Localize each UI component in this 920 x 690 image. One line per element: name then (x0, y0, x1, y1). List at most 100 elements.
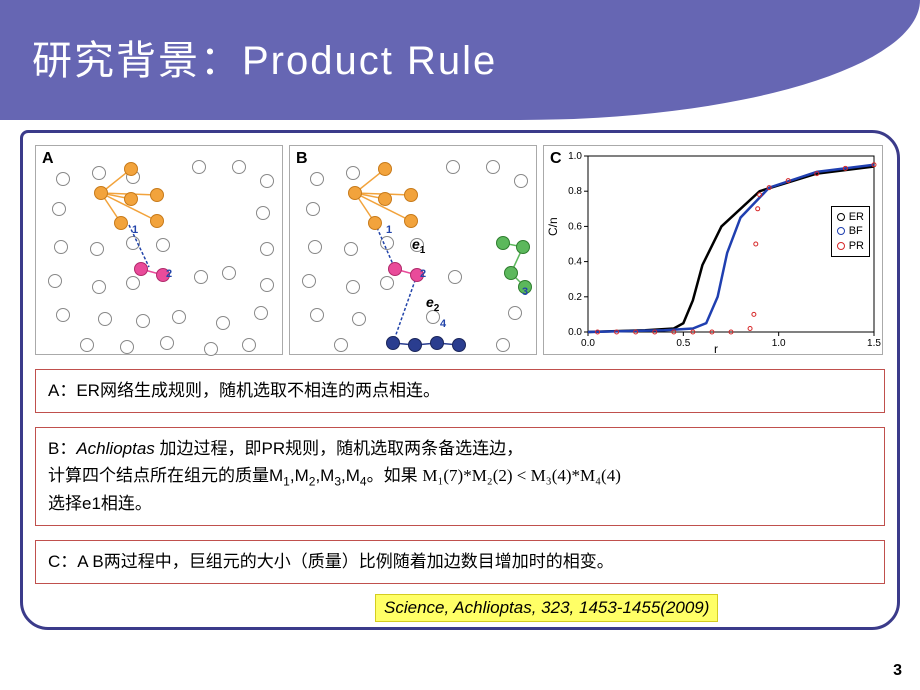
network-node (98, 312, 112, 326)
network-node (504, 266, 518, 280)
network-node (404, 214, 418, 228)
network-node (448, 270, 462, 284)
network-node (260, 278, 274, 292)
description-c: C：A B两过程中，巨组元的大小（质量）比例随着加边数目增加时的相变。 (35, 540, 885, 584)
slide-header: 研究背景：Product Rule (0, 0, 920, 120)
panel-b-label: B (296, 150, 308, 168)
network-node (260, 242, 274, 256)
network-node (352, 312, 366, 326)
x-axis-label: r (714, 342, 718, 356)
network-node (54, 240, 68, 254)
node-label: 2 (166, 268, 172, 280)
description-c-text: C：A B两过程中，巨组元的大小（质量）比例随着加边数目增加时的相变。 (48, 552, 614, 571)
legend-item: ER (837, 210, 864, 224)
network-node (346, 280, 360, 294)
network-node (80, 338, 94, 352)
network-node (404, 188, 418, 202)
network-node (380, 276, 394, 290)
svg-text:0.5: 0.5 (676, 338, 690, 349)
desc-b-line1: B：Achlioptas 加边过程，即PR规则，随机选取两条备选连边， (48, 439, 523, 458)
network-node (126, 276, 140, 290)
svg-text:1.5: 1.5 (867, 338, 881, 349)
network-node (136, 314, 150, 328)
chart-legend: ERBFPR (831, 206, 870, 257)
network-node (430, 336, 444, 350)
network-node (120, 340, 134, 354)
edge-label: e2 (426, 294, 439, 314)
desc-b-line2: 计算四个结点所在组元的质量M1,M2,M3,M4。如果 M₁(7)*M₂(2) … (48, 466, 621, 485)
network-node (48, 274, 62, 288)
network-node (260, 174, 274, 188)
network-node (308, 240, 322, 254)
network-node (346, 166, 360, 180)
formula: M₁(7)*M₂(2) < M₃(4)*M₄(4) (422, 466, 621, 485)
network-node (52, 202, 66, 216)
network-node (256, 206, 270, 220)
node-label: 1 (132, 224, 138, 236)
network-node (94, 186, 108, 200)
network-node (368, 216, 382, 230)
network-node (386, 336, 400, 350)
network-node (216, 316, 230, 330)
svg-text:0.8: 0.8 (568, 186, 582, 197)
svg-text:0.0: 0.0 (581, 338, 595, 349)
network-node (254, 306, 268, 320)
description-b: B：Achlioptas 加边过程，即PR规则，随机选取两条备选连边， 计算四个… (35, 427, 885, 526)
network-node (156, 238, 170, 252)
network-node (150, 214, 164, 228)
network-node (56, 308, 70, 322)
svg-text:1.0: 1.0 (568, 151, 582, 162)
svg-text:0.0: 0.0 (568, 327, 582, 338)
panel-c-label: C (550, 150, 562, 168)
panel-a-label: A (42, 150, 54, 168)
node-label: 1 (386, 224, 392, 236)
network-node (408, 338, 422, 352)
y-axis-label: C/n (546, 217, 560, 236)
network-node (160, 336, 174, 350)
slide-title: 研究背景：Product Rule (0, 0, 920, 86)
network-node (302, 274, 316, 288)
network-node (310, 308, 324, 322)
network-node (344, 242, 358, 256)
panel-c-chart: C 0.00.51.01.50.00.20.40.60.81.0 ERBFPR … (543, 145, 883, 355)
network-node (92, 166, 106, 180)
network-node (56, 172, 70, 186)
network-node (204, 342, 218, 356)
network-node (496, 338, 510, 352)
svg-text:0.2: 0.2 (568, 292, 582, 303)
node-label: 4 (440, 318, 446, 330)
figure-panels: A 12 B 1234e1e2 C 0.00.51.01.50.00.20.40… (35, 145, 885, 355)
network-node (232, 160, 246, 174)
network-node (92, 280, 106, 294)
network-node (124, 162, 138, 176)
network-node (306, 202, 320, 216)
network-node (310, 172, 324, 186)
network-node (508, 306, 522, 320)
network-node (150, 188, 164, 202)
legend-item: BF (837, 224, 864, 238)
svg-text:1.0: 1.0 (772, 338, 786, 349)
network-node (134, 262, 148, 276)
network-node (378, 162, 392, 176)
network-node (496, 236, 510, 250)
network-node (516, 240, 530, 254)
network-node (452, 338, 466, 352)
network-node (90, 242, 104, 256)
citation: Science, Achlioptas, 323, 1453-1455(2009… (375, 594, 718, 622)
network-node (222, 266, 236, 280)
network-node (194, 270, 208, 284)
legend-item: PR (837, 239, 864, 253)
network-node (192, 160, 206, 174)
network-node (378, 192, 392, 206)
network-node (242, 338, 256, 352)
network-node (486, 160, 500, 174)
network-node (388, 262, 402, 276)
description-a: A：ER网络生成规则，随机选取不相连的两点相连。 (35, 369, 885, 413)
network-node (446, 160, 460, 174)
citation-text: Science, Achlioptas, 323, 1453-1455(2009… (384, 598, 709, 617)
edge-label: e1 (412, 236, 425, 256)
network-node (172, 310, 186, 324)
network-node (114, 216, 128, 230)
panel-a-network: A 1 2 (35, 145, 283, 355)
node-label: 3 (522, 286, 528, 298)
